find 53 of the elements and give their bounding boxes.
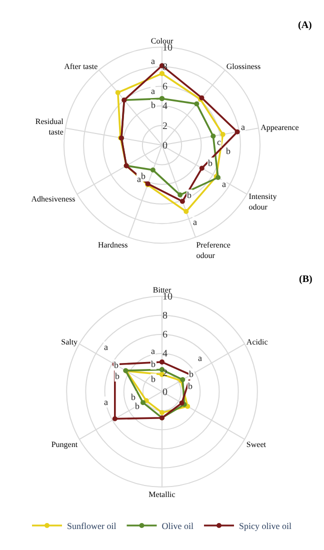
text: (B) xyxy=(299,274,312,285)
spoke-label: Adhesiveness xyxy=(31,194,76,204)
y-tick-label: 6 xyxy=(162,330,168,341)
data-label: b xyxy=(151,100,156,110)
data-label: a xyxy=(241,122,245,132)
data-label: b xyxy=(151,359,156,369)
y-tick-label: 2 xyxy=(162,120,168,132)
spoke-label: Pungent xyxy=(51,440,78,449)
spoke-label: Appearence xyxy=(260,123,300,132)
y-tick-label: 4 xyxy=(162,101,168,112)
legend-label: Spicy olive oil xyxy=(238,521,292,532)
data-label: b xyxy=(187,190,192,200)
data-label: a xyxy=(193,217,197,227)
data-label: b xyxy=(151,374,156,384)
data-label: b xyxy=(114,360,119,370)
data-label: b xyxy=(189,369,194,379)
spoke-label: Intensity odour xyxy=(248,192,277,212)
spoke-label: Colour xyxy=(150,36,174,46)
spoke-label: Glossiness xyxy=(226,62,261,72)
spoke-label: Metallic xyxy=(148,490,176,500)
spoke-label: After taste xyxy=(64,62,98,72)
data-label: b xyxy=(141,171,146,181)
data-label: b xyxy=(226,146,231,156)
data-label: a xyxy=(151,56,155,66)
y-tick-label: 2 xyxy=(162,368,168,379)
y-tick-label: 0 xyxy=(162,140,168,152)
data-label: a xyxy=(137,174,141,184)
y-tick-label: 8 xyxy=(162,310,168,322)
spoke-label: Preference odour xyxy=(196,240,231,260)
spoke-label: Hardness xyxy=(98,240,128,250)
data-label: b xyxy=(115,371,120,381)
spoke-label: Salty xyxy=(61,337,78,346)
spoke-label: Sweet xyxy=(246,440,267,449)
y-tick-label: 4 xyxy=(162,348,168,360)
data-label: b xyxy=(131,392,136,402)
spoke-label: Residual taste xyxy=(35,117,64,137)
chart-title: (A) xyxy=(298,20,312,31)
spoke-label: Bitter xyxy=(152,286,172,294)
data-label: a xyxy=(198,353,202,363)
data-label: a xyxy=(104,342,108,352)
data-label: a xyxy=(222,179,226,189)
spoke-label: Acidic xyxy=(246,337,268,346)
data-label: b xyxy=(188,381,193,391)
data-label: b xyxy=(135,401,140,411)
y-tick-label: 6 xyxy=(162,82,168,93)
legend-label: Sunflower oil xyxy=(67,521,117,532)
legend-label: Olive oil xyxy=(162,521,194,532)
data-label: c xyxy=(217,137,221,147)
data-label: a xyxy=(151,346,155,356)
data-label: b xyxy=(208,158,213,168)
data-label: a xyxy=(104,397,108,407)
y-tick-label: 0 xyxy=(162,386,168,398)
data-label: a xyxy=(151,86,155,96)
